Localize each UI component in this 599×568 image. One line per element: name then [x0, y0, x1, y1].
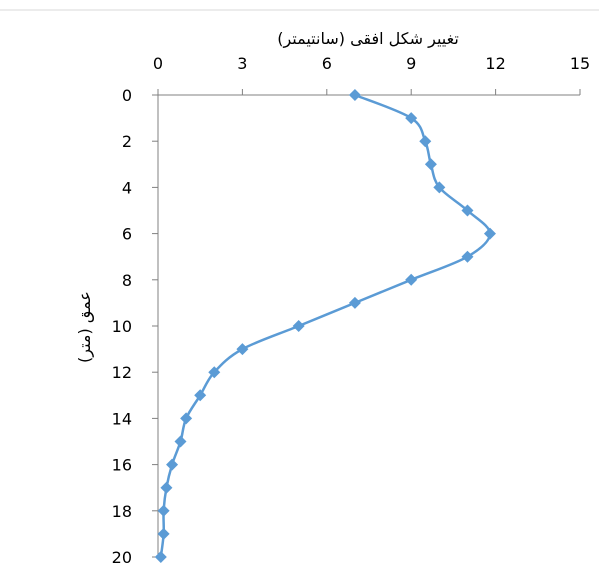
y-tick-label: 18: [112, 502, 132, 521]
data-point-marker: [292, 320, 305, 332]
x-tick-label: 6: [322, 54, 332, 73]
y-tick-label: 8: [122, 271, 132, 290]
data-point-marker: [405, 273, 418, 286]
y-tick-label: 12: [112, 363, 132, 382]
y-tick-label: 20: [112, 548, 132, 564]
data-point-marker: [424, 158, 437, 171]
data-point-marker: [157, 504, 170, 517]
data-point-marker: [483, 227, 496, 240]
data-point-marker: [236, 343, 249, 356]
data-point-marker: [174, 435, 187, 448]
y-tick-label: 10: [112, 317, 132, 336]
y-axis-title: عمق (متر): [75, 291, 95, 363]
data-point-marker: [419, 135, 432, 148]
data-point-marker: [194, 389, 207, 402]
data-point-marker: [208, 366, 221, 379]
x-tick-label: 3: [237, 54, 247, 73]
y-tick-label: 0: [122, 86, 132, 105]
data-point-marker: [157, 527, 170, 540]
data-point-marker: [348, 296, 361, 309]
y-tick-label: 16: [112, 456, 132, 475]
y-tick-label: 2: [122, 132, 132, 151]
y-tick-label: 6: [122, 225, 132, 244]
x-tick-label: 12: [485, 54, 505, 73]
data-point-marker: [160, 481, 173, 494]
axes: 0 3 6 9 12 15 0 2 4 6 8 10 12 14 16 18 20: [112, 54, 591, 567]
x-tick-label: 0: [153, 54, 163, 73]
y-tick-label: 4: [122, 178, 132, 197]
data-point-marker: [405, 112, 418, 125]
data-point-marker: [180, 412, 193, 425]
data-point-marker: [461, 250, 474, 263]
data-point-marker: [154, 551, 167, 563]
data-point-marker: [166, 458, 179, 471]
x-tick-label: 15: [570, 54, 590, 73]
series-line: [159, 93, 492, 558]
data-point-marker: [348, 89, 361, 101]
x-axis-title: تغيير شکل افقی (سانتيمتر): [277, 29, 459, 49]
data-point-marker: [461, 204, 474, 217]
x-tick-label: 9: [406, 54, 416, 73]
y-tick-label: 14: [112, 409, 132, 428]
series-layer: [154, 89, 496, 563]
data-point-marker: [433, 181, 446, 194]
